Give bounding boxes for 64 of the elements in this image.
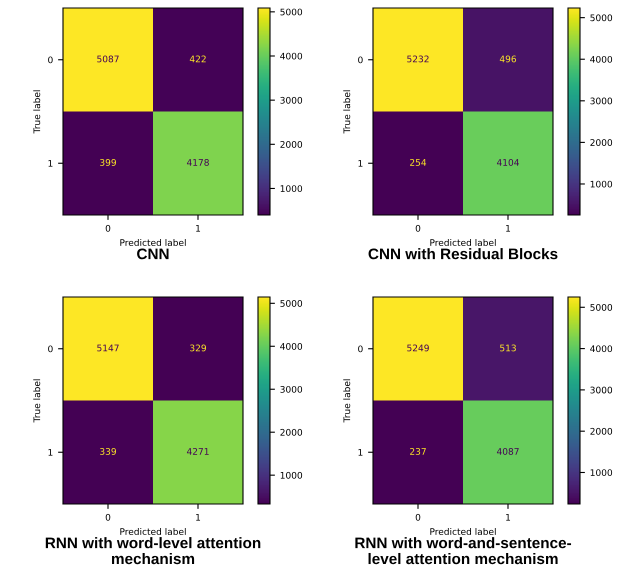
y-tick-label: 1: [358, 160, 362, 167]
data-label: 4087: [496, 448, 519, 455]
x-tick-label: 0: [416, 224, 420, 232]
color-bar-label: 5000: [590, 304, 612, 311]
color-bar-label: 2000: [280, 428, 302, 436]
data-label: 4178: [186, 159, 209, 166]
color-bar-label: 2000: [590, 139, 612, 146]
y-tick-label: 1: [48, 449, 52, 456]
color-bar-label: 4000: [280, 343, 302, 350]
y-axis-title: True label: [33, 379, 40, 422]
color-bar-label: 1000: [590, 469, 612, 476]
data-label: 399: [100, 159, 116, 166]
color-bar-label: 1000: [590, 180, 612, 188]
color-bar-label: 3000: [590, 386, 612, 394]
color-bar-label: 1000: [280, 185, 302, 192]
y-tick-label: 0: [48, 345, 53, 352]
data-label: 4104: [496, 159, 519, 166]
data-label: 4271: [186, 448, 209, 455]
color-bar-label: 1000: [280, 472, 302, 479]
x-tick-label: 1: [196, 514, 200, 521]
data-label: 513: [500, 344, 516, 352]
y-axis-title: True label: [343, 90, 350, 134]
y-tick-label: 0: [358, 345, 363, 352]
y-tick-label: 0: [48, 56, 53, 64]
x-tick-label: 0: [416, 514, 420, 521]
text: RNN with word-level attention mechanism: [46, 537, 260, 564]
color-bar-label: 5000: [280, 8, 302, 16]
x-tick-label: 1: [506, 225, 510, 232]
x-axis-title: Predicted label: [430, 239, 496, 246]
color-bar-label: 4000: [590, 56, 612, 63]
y-axis-title: True label: [343, 379, 350, 422]
color-bar-label: 4000: [590, 345, 612, 352]
color-bar-label: 2000: [280, 141, 302, 148]
text: CNN: [137, 248, 169, 260]
data-label: 496: [500, 56, 516, 62]
data-label: 5147: [97, 344, 119, 352]
color-bar-label: 3000: [590, 98, 612, 104]
x-tick-label: 1: [196, 225, 200, 232]
data-label: 5087: [97, 56, 119, 62]
data-label: 5249: [407, 344, 429, 352]
data-label: 237: [410, 448, 426, 455]
y-axis-title: True label: [33, 90, 40, 134]
data-label: 329: [190, 344, 206, 352]
y-tick-label: 1: [358, 449, 362, 456]
data-label: 5232: [407, 56, 429, 62]
text: CNN with Residual Blocks: [368, 248, 558, 260]
y-tick-label: 0: [358, 56, 363, 64]
color-bar-label: 3000: [280, 96, 302, 104]
color-bar-label: 5000: [590, 14, 612, 22]
y-tick-label: 1: [48, 160, 52, 167]
text: RNN with word-and-sentence- level attention mechanism: [355, 537, 572, 564]
color-bar-label: 4000: [280, 52, 302, 60]
data-label: 422: [190, 56, 206, 62]
color-bar-label: 3000: [280, 386, 302, 393]
data-label: 339: [100, 448, 116, 455]
x-tick-label: 1: [506, 514, 510, 521]
x-tick-label: 0: [106, 224, 110, 232]
x-tick-label: 0: [106, 514, 110, 521]
color-bar-label: 2000: [590, 428, 612, 435]
color-bar-label: 5000: [280, 300, 302, 307]
x-axis-title: Predicted label: [120, 528, 186, 536]
x-axis-title: Predicted label: [120, 239, 186, 246]
x-axis-title: Predicted label: [430, 528, 496, 536]
data-label: 254: [410, 159, 426, 166]
